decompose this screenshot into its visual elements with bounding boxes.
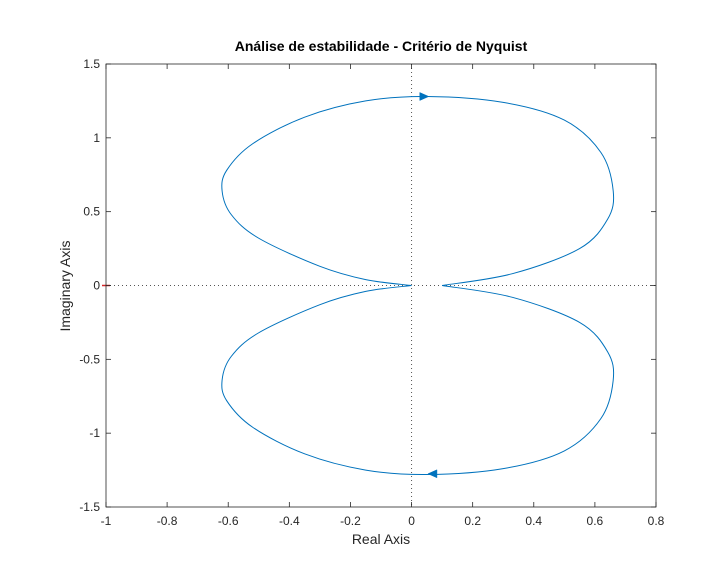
plot-area bbox=[106, 64, 656, 507]
x-tick-label: 0.2 bbox=[464, 514, 481, 528]
x-tick-label: -0.8 bbox=[157, 514, 178, 528]
x-tick-label: 0.4 bbox=[525, 514, 542, 528]
nyquist-curve-negative-freq bbox=[221, 285, 615, 476]
x-tick-label: -0.6 bbox=[218, 514, 239, 528]
direction-arrow-upper bbox=[419, 92, 430, 101]
x-tick-label: -1 bbox=[101, 514, 112, 528]
y-tick-label: 0 bbox=[93, 279, 100, 293]
y-tick-label: -0.5 bbox=[79, 352, 100, 366]
x-tick-label: -0.4 bbox=[279, 514, 300, 528]
x-axis-label: Real Axis bbox=[352, 531, 410, 547]
nyquist-curve-positive-freq bbox=[221, 95, 615, 286]
x-ticks: -1 -0.8 -0.6 -0.4 -0.2 0 0.2 0.4 0.6 0.8 bbox=[101, 64, 665, 528]
x-tick-label: 0.6 bbox=[587, 514, 604, 528]
direction-arrow-lower bbox=[427, 469, 438, 479]
direction-arrows bbox=[419, 92, 438, 479]
y-tick-label: -1 bbox=[89, 426, 100, 440]
x-tick-label: -0.2 bbox=[340, 514, 361, 528]
y-tick-label: 0.5 bbox=[83, 205, 100, 219]
y-tick-label: 1 bbox=[93, 131, 100, 145]
y-tick-label: 1.5 bbox=[83, 57, 100, 71]
x-tick-label: 0 bbox=[408, 514, 415, 528]
y-axis-label: Imaginary Axis bbox=[57, 240, 73, 331]
x-tick-label: 0.8 bbox=[648, 514, 665, 528]
nyquist-curves bbox=[221, 95, 615, 476]
y-ticks: -1.5 -1 -0.5 0 0.5 1 1.5 bbox=[79, 57, 656, 514]
y-tick-label: -1.5 bbox=[79, 500, 100, 514]
chart-title: Análise de estabilidade - Critério de Ny… bbox=[235, 38, 528, 54]
